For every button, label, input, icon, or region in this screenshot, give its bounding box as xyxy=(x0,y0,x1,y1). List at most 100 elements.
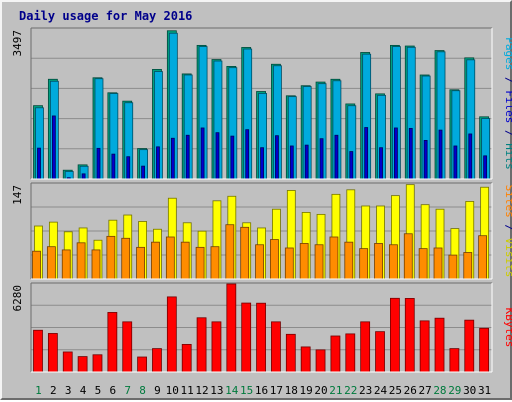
bar-sites-day-2 xyxy=(46,246,56,280)
bar-kbytes-day-29 xyxy=(449,348,460,373)
bar-kbytes-day-21 xyxy=(330,335,341,373)
day-label-13: 13 xyxy=(210,384,223,397)
side-label-part-4: Hits xyxy=(503,143,512,170)
side-label-visits-sites: Sites / Visits xyxy=(503,185,512,278)
day-label-20: 20 xyxy=(314,384,327,397)
bar-pages-day-4 xyxy=(81,173,86,180)
bar-kbytes-day-23 xyxy=(360,321,371,373)
bar-kbytes-day-10 xyxy=(166,296,177,373)
bar-sites-day-31 xyxy=(478,235,488,280)
bar-sites-day-25 xyxy=(389,244,398,280)
ymax-label-visits-sites: 147 xyxy=(11,185,24,205)
bar-kbytes-day-4 xyxy=(77,356,88,373)
bar-sites-day-29 xyxy=(448,254,458,280)
bar-sites-day-27 xyxy=(418,248,428,280)
day-label-22: 22 xyxy=(344,384,357,397)
day-label-5: 5 xyxy=(95,384,102,397)
bar-pages-day-1 xyxy=(37,147,41,180)
bar-pages-day-19 xyxy=(304,144,309,180)
bar-pages-day-8 xyxy=(141,165,145,180)
bar-pages-day-31 xyxy=(483,155,488,180)
bar-sites-day-13 xyxy=(210,246,220,280)
bar-sites-day-10 xyxy=(165,236,175,280)
bar-sites-day-3 xyxy=(61,249,71,280)
side-label-part-1: / xyxy=(503,70,512,90)
side-label-part-2: Files xyxy=(503,90,512,123)
day-label-10: 10 xyxy=(166,384,179,397)
side-label-part-0: Pages xyxy=(503,37,512,70)
bar-sites-day-28 xyxy=(433,247,443,280)
bar-kbytes-day-5 xyxy=(92,354,103,373)
bar-sites-day-17 xyxy=(270,239,279,280)
bar-pages-day-27 xyxy=(423,139,428,180)
day-label-30: 30 xyxy=(463,384,476,397)
bar-sites-day-20 xyxy=(314,244,324,280)
bar-kbytes-day-9 xyxy=(152,348,162,373)
day-label-27: 27 xyxy=(418,384,431,397)
day-label-6: 6 xyxy=(109,384,116,397)
bar-pages-day-5 xyxy=(96,147,101,180)
bar-sites-day-30 xyxy=(463,252,473,280)
day-label-12: 12 xyxy=(195,384,208,397)
bar-pages-day-14 xyxy=(230,135,235,180)
bar-pages-day-28 xyxy=(438,129,443,180)
bar-sites-day-7 xyxy=(121,237,131,280)
bar-kbytes-day-24 xyxy=(375,331,385,373)
day-label-2: 2 xyxy=(50,384,57,397)
day-label-29: 29 xyxy=(448,384,461,397)
chart-title: Daily usage for May 2016 xyxy=(19,9,193,23)
day-label-24: 24 xyxy=(374,384,388,397)
bar-pages-day-17 xyxy=(275,135,279,180)
bar-pages-day-7 xyxy=(126,156,131,180)
bar-kbytes-day-31 xyxy=(479,327,490,373)
bar-pages-day-13 xyxy=(215,132,220,180)
day-label-3: 3 xyxy=(65,384,72,397)
bar-pages-day-29 xyxy=(453,145,458,180)
bar-pages-day-26 xyxy=(408,127,413,180)
bar-sites-day-11 xyxy=(180,241,190,280)
bar-kbytes-day-26 xyxy=(404,298,415,373)
bar-kbytes-day-27 xyxy=(419,320,430,373)
bar-sites-day-12 xyxy=(195,246,205,280)
day-label-16: 16 xyxy=(255,384,268,397)
day-label-18: 18 xyxy=(285,384,298,397)
bar-kbytes-day-6 xyxy=(107,312,118,373)
day-label-11: 11 xyxy=(181,384,194,397)
bar-sites-day-15 xyxy=(240,226,250,280)
bar-sites-day-18 xyxy=(284,247,294,280)
day-label-28: 28 xyxy=(433,384,446,397)
bar-kbytes-day-1 xyxy=(33,329,43,373)
bar-kbytes-day-17 xyxy=(271,321,281,373)
day-label-25: 25 xyxy=(389,384,402,397)
bar-pages-day-15 xyxy=(245,129,250,180)
bar-kbytes-day-25 xyxy=(390,297,400,373)
bar-sites-day-1 xyxy=(32,250,41,280)
bar-kbytes-day-11 xyxy=(181,343,192,373)
bar-pages-day-6 xyxy=(111,153,116,180)
side-label-hits-files-pages: Pages / Files / Hits xyxy=(503,37,512,170)
bar-pages-day-10 xyxy=(170,137,175,180)
day-label-4: 4 xyxy=(80,384,87,397)
bar-kbytes-day-16 xyxy=(256,302,266,373)
side-label-part-0: KBytes xyxy=(503,308,512,348)
day-label-1: 1 xyxy=(35,384,42,397)
bar-kbytes-day-15 xyxy=(241,302,252,373)
bar-pages-day-30 xyxy=(468,133,473,180)
bar-pages-day-25 xyxy=(394,127,398,180)
bar-pages-day-24 xyxy=(379,147,383,180)
bar-sites-day-19 xyxy=(299,243,309,280)
bar-pages-day-9 xyxy=(156,146,160,180)
bar-sites-day-16 xyxy=(255,244,264,280)
bar-kbytes-day-8 xyxy=(137,356,147,373)
day-label-31: 31 xyxy=(478,384,491,397)
bar-kbytes-day-12 xyxy=(196,317,207,373)
bar-pages-day-2 xyxy=(51,115,56,180)
bar-kbytes-day-13 xyxy=(211,321,222,373)
bar-sites-day-26 xyxy=(403,233,413,280)
bar-kbytes-day-18 xyxy=(285,333,296,373)
side-label-part-0: Sites xyxy=(503,185,512,218)
side-label-kbytes: KBytes xyxy=(503,308,512,348)
day-label-8: 8 xyxy=(139,384,146,397)
